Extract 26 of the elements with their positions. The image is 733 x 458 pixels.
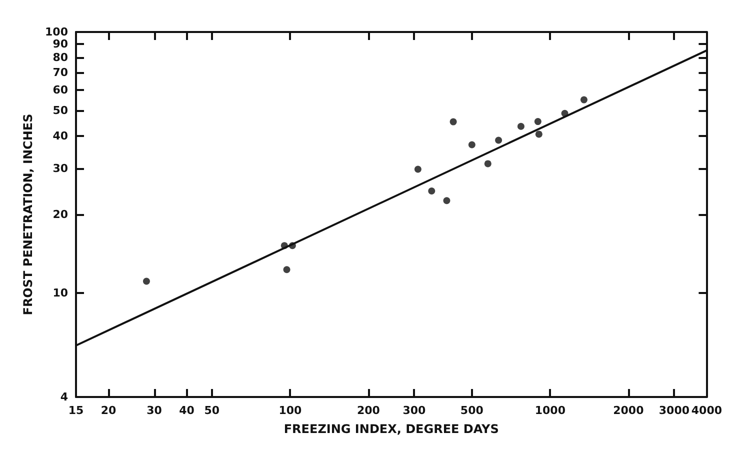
x-tick-label: 30 [146,404,162,417]
y-tick-label: 20 [52,208,68,221]
y-tick-label: 4 [60,390,68,404]
x-tick-label: 3000 [658,404,690,417]
y-tick-label: 80 [52,50,68,64]
x-tick-label: 15 [68,404,84,417]
y-axis-title: FROST PENETRATION, INCHES [21,114,36,316]
y-tick-label: 10 [52,286,68,300]
x-tick-label: 200 [356,404,380,417]
x-tick-label: 4000 [691,404,722,417]
y-tick-label: 90 [52,37,68,50]
y-tick-label: 30 [52,162,68,176]
x-tick-label: 2000 [613,404,644,417]
x-tick-label: 100 [278,404,302,417]
y-tick-label: 40 [52,129,68,142]
y-tick-label: 60 [52,83,68,96]
x-tick-label: 40 [179,404,195,417]
x-tick-label: 500 [460,404,484,417]
x-tick-label: 50 [204,404,220,417]
x-tick-label: 1000 [534,404,566,417]
y-tick-label: 50 [52,104,68,118]
x-tick-label: 300 [402,404,426,417]
x-tick-label: 20 [100,404,116,417]
x-axis-title: FREEZING INDEX, DEGREE DAYS [284,422,499,436]
y-tick-label: 70 [52,66,68,79]
y-tick-label: 100 [45,26,68,38]
